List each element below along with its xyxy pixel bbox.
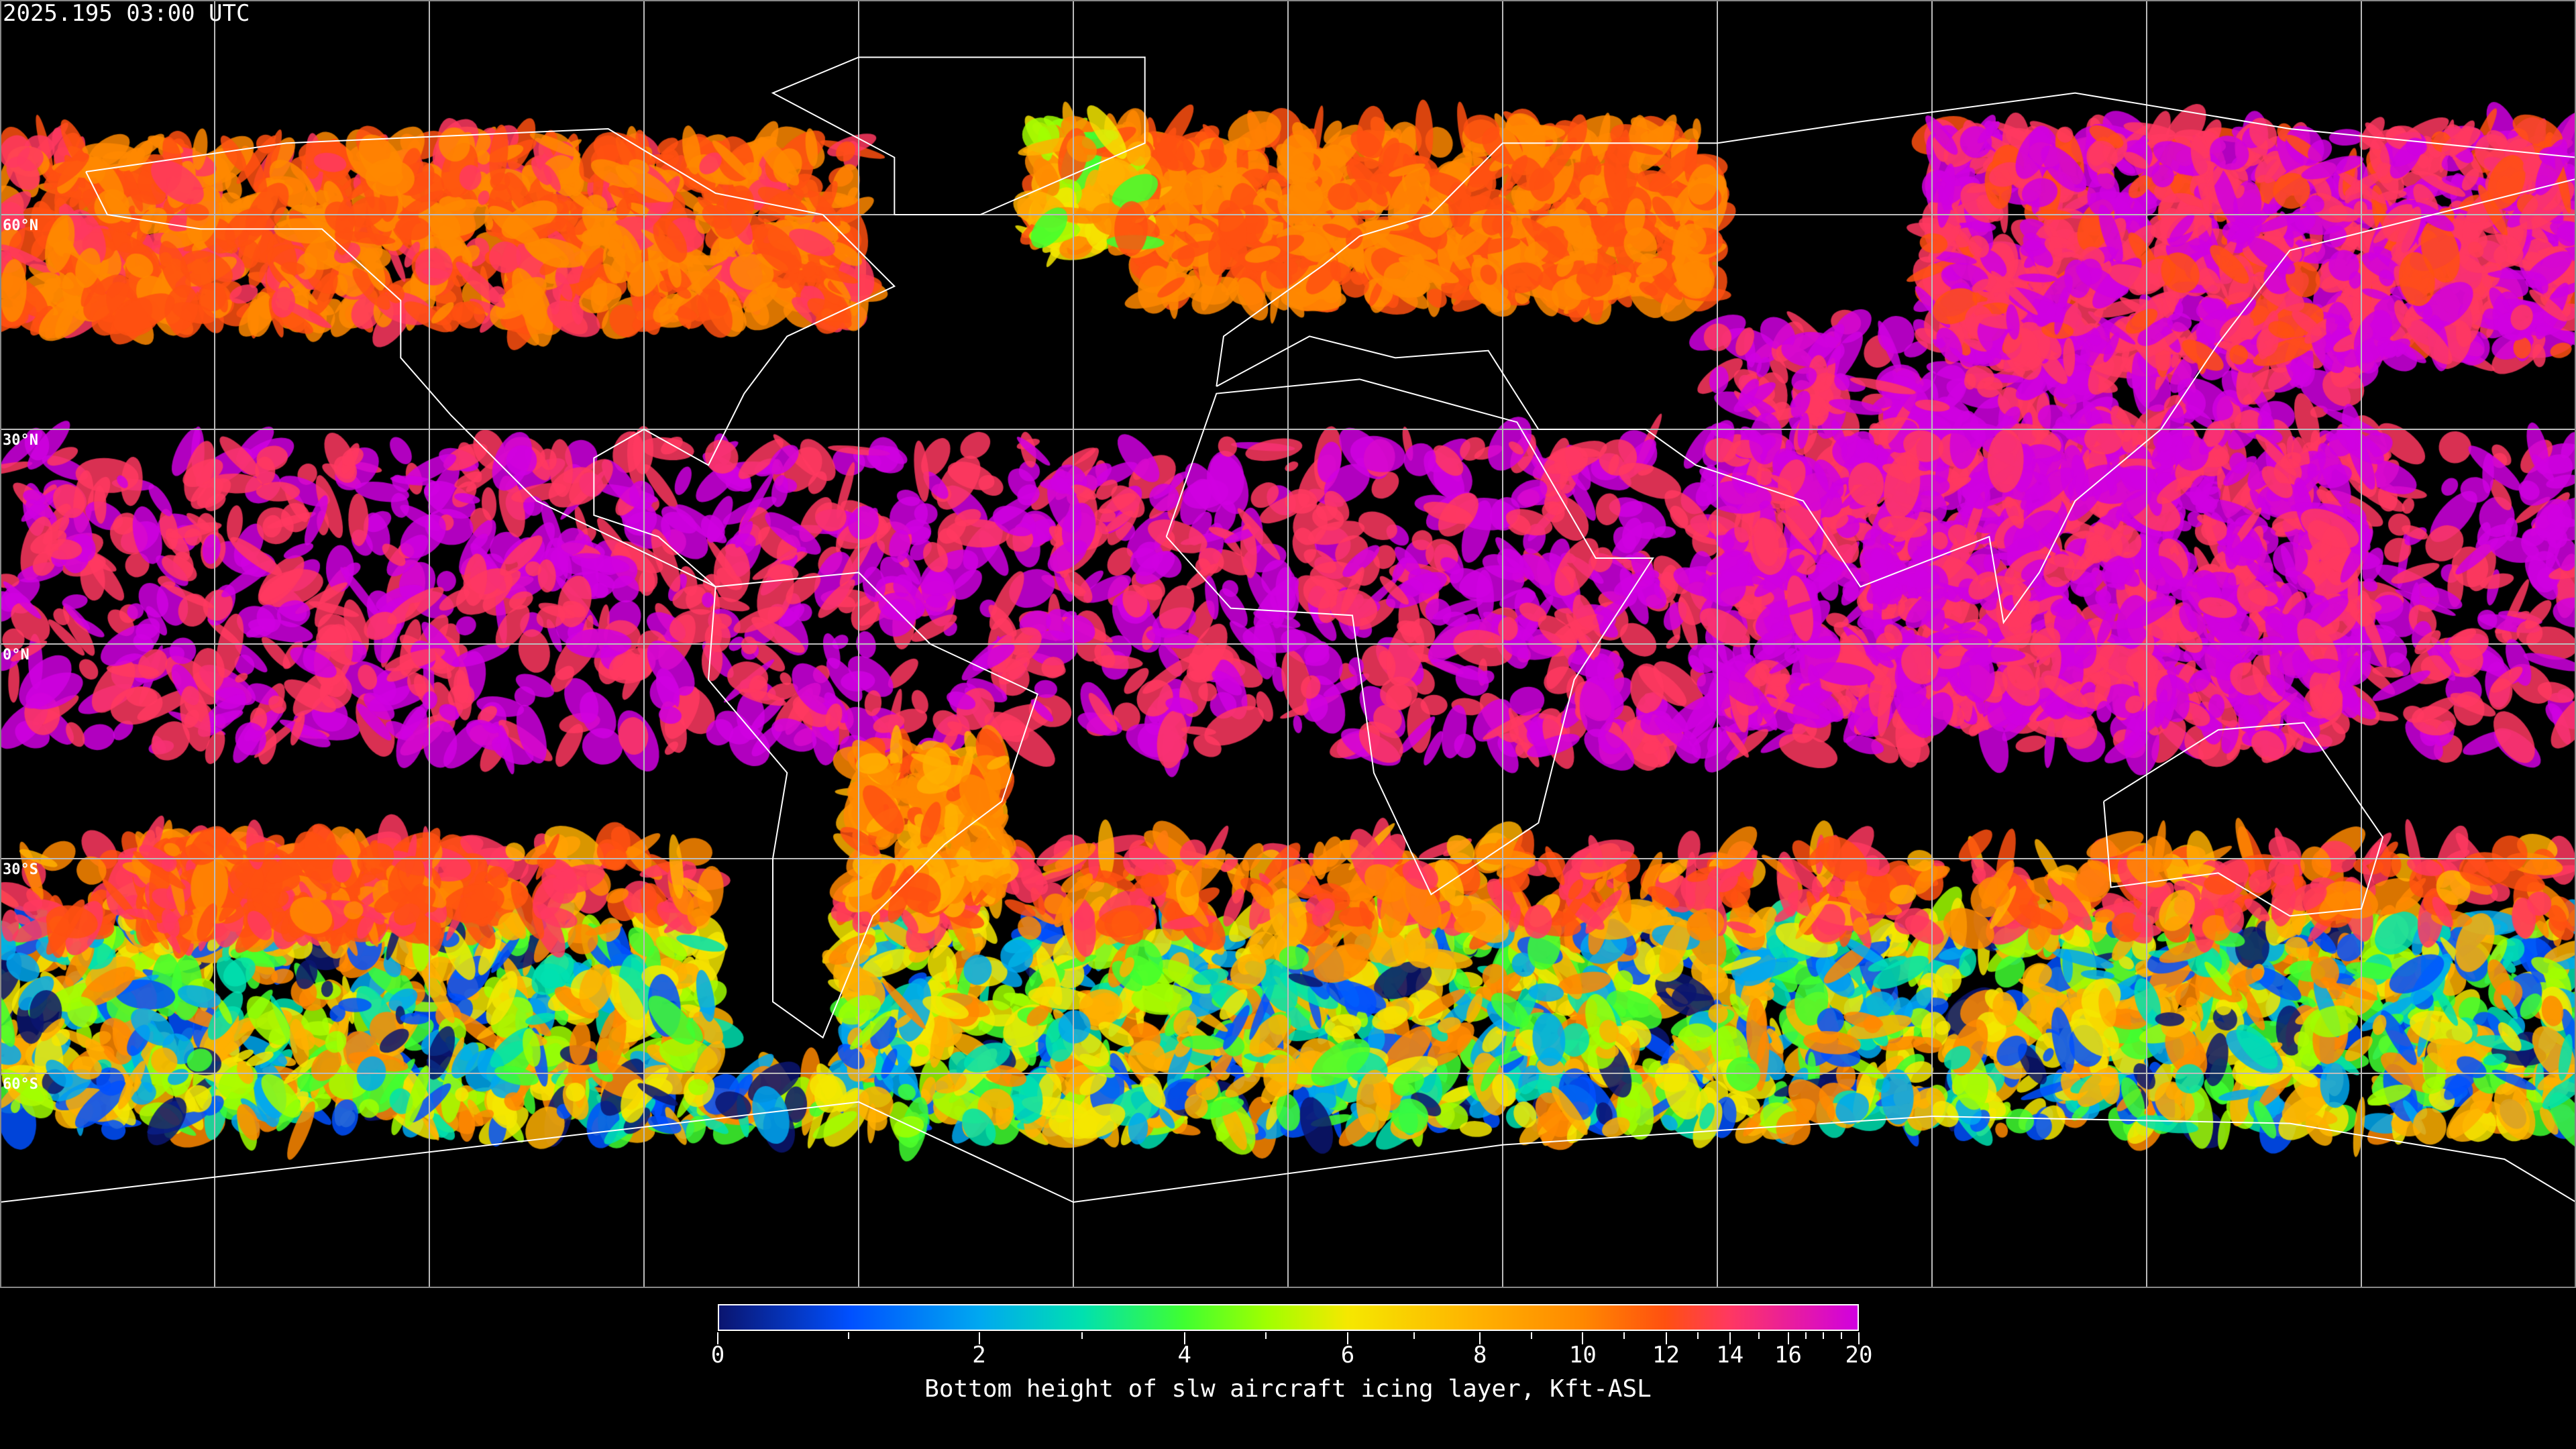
- latitude-label: 60°N: [3, 217, 38, 234]
- map-overlay: [0, 0, 2576, 1288]
- colorbar-tick-label: 12: [1652, 1342, 1680, 1368]
- colorbar-tick-label: 6: [1340, 1342, 1355, 1368]
- latitude-label: 30°N: [3, 432, 38, 449]
- colorbar-tick-label: 8: [1473, 1342, 1487, 1368]
- colorbar-minor-tick: [1758, 1332, 1760, 1339]
- colorbar-major-tick: [1582, 1332, 1584, 1344]
- coastline-antarctica: [0, 1101, 2576, 1203]
- colorbar-tick-label: 0: [710, 1342, 725, 1368]
- colorbar-minor-tick: [1265, 1332, 1267, 1339]
- icing-map: [0, 0, 2576, 1288]
- colorbar-minor-tick: [1697, 1332, 1699, 1339]
- latitude-label: 0°N: [3, 647, 30, 663]
- colorbar-major-tick: [1183, 1332, 1185, 1344]
- colorbar-major-tick: [1729, 1332, 1731, 1344]
- colorbar-tick-label: 14: [1716, 1342, 1744, 1368]
- colorbar-major-tick: [1787, 1332, 1789, 1344]
- colorbar-minor-tick: [1081, 1332, 1083, 1339]
- colorbar-major-tick: [1479, 1332, 1481, 1344]
- colorbar-minor-tick: [1623, 1332, 1625, 1339]
- colorbar-major-tick: [1346, 1332, 1348, 1344]
- colorbar-major-tick: [978, 1332, 980, 1344]
- colorbar-tick-label: 2: [972, 1342, 986, 1368]
- coastline-africa: [1165, 378, 1654, 896]
- colorbar-minor-tick: [1840, 1332, 1842, 1339]
- colorbar-minor-tick: [1823, 1332, 1825, 1339]
- coastline-greenland: [771, 56, 1146, 215]
- coastline-eurasia: [1216, 92, 2576, 625]
- colorbar-tick-label: 20: [1845, 1342, 1873, 1368]
- latitude-label: 30°S: [3, 861, 38, 878]
- coastline-north-america: [85, 127, 896, 588]
- latitude-label: 60°S: [3, 1076, 38, 1093]
- colorbar-title: Bottom height of slw aircraft icing laye…: [924, 1375, 1652, 1403]
- colorbar-tick-label: 4: [1177, 1342, 1191, 1368]
- colorbar-tick-label: 16: [1774, 1342, 1803, 1368]
- colorbar-tick-label: 10: [1568, 1342, 1597, 1368]
- colorbar-major-tick: [717, 1332, 718, 1344]
- colorbar-major-tick: [1858, 1332, 1860, 1344]
- coastline-australia: [2103, 722, 2384, 917]
- colorbar-major-tick: [1665, 1332, 1667, 1344]
- timestamp: 2025.195 03:00 UTC: [3, 0, 250, 27]
- colorbar-minor-tick: [1413, 1332, 1415, 1339]
- colorbar-minor-tick: [1530, 1332, 1532, 1339]
- colorbar-minor-tick: [847, 1332, 849, 1339]
- coastline-south-america: [707, 572, 1038, 1039]
- colorbar-minor-tick: [1805, 1332, 1807, 1339]
- colorbar: [718, 1304, 1859, 1331]
